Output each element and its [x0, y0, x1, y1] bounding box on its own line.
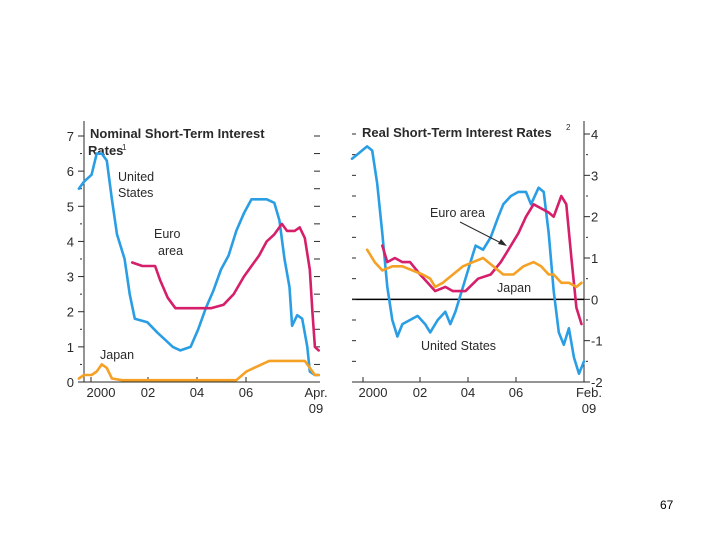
nominal-rates-panel: Nominal Short-Term Interest Rates 1 0 1 2 3… [67, 121, 328, 416]
nominal-label-united-states-1: United [118, 170, 154, 184]
nominal-x-tick-label: Apr. [304, 385, 327, 400]
nominal-y-tick-label: 4 [67, 234, 74, 249]
real-x-tick-label: 04 [461, 385, 475, 400]
nominal-series-lines [77, 152, 321, 382]
real-line-japan [365, 248, 583, 289]
real-title: Real Short-Term Interest Rates [362, 125, 552, 140]
real-label-japan: Japan [497, 281, 531, 295]
nominal-footnote-mark: 1 [122, 143, 127, 152]
nominal-y-tick-label: 2 [67, 305, 74, 320]
nominal-label-united-states-2: States [118, 186, 153, 200]
real-label-euro-area: Euro area [430, 206, 485, 220]
nominal-y-tick-label: 0 [67, 375, 74, 390]
nominal-y-tick-label: 5 [67, 199, 74, 214]
nominal-title-line1: Nominal Short-Term Interest [90, 126, 265, 141]
nominal-title-line2: Rates [88, 143, 123, 158]
real-y-ticks: 4 3 2 1 0 -1 -2 [584, 127, 603, 390]
nominal-y-tick-label: 6 [67, 164, 74, 179]
nominal-line-euro-area [130, 222, 321, 352]
nominal-x-tick-label: 2000 [87, 385, 116, 400]
real-x-tick-label: 09 [582, 401, 596, 416]
nominal-line-united-states [77, 152, 321, 377]
real-x-tick-label: 06 [509, 385, 523, 400]
real-rates-panel: Real Short-Term Interest Rates 2 4 3 2 1 0 -1… [350, 121, 603, 416]
nominal-y-tick-label: 1 [67, 340, 74, 355]
real-x-tick-label: 02 [413, 385, 427, 400]
real-left-ticks [352, 133, 356, 383]
nominal-x-tick-label: 02 [141, 385, 155, 400]
nominal-x-tick-label: 04 [190, 385, 204, 400]
real-y-tick-label: 1 [591, 251, 598, 266]
nominal-right-ticks [314, 135, 320, 383]
nominal-label-euro-area-2: area [158, 244, 183, 258]
real-footnote-mark: 2 [566, 123, 571, 132]
nominal-y-tick-label: 3 [67, 270, 74, 285]
page-number: 67 [660, 498, 674, 512]
nominal-x-ticks: 2000 02 04 06 Apr.09 [87, 377, 328, 416]
real-x-ticks: 2000 02 04 06 Feb.09 [359, 377, 602, 416]
real-y-tick-label: 0 [591, 292, 598, 307]
real-y-tick-label: 3 [591, 168, 598, 183]
real-series-lines [350, 145, 586, 376]
real-line-united-states [350, 145, 586, 376]
real-x-tick-label: 2000 [359, 385, 388, 400]
real-y-tick-label: 2 [591, 210, 598, 225]
real-label-united-states: United States [421, 339, 496, 353]
nominal-label-euro-area-1: Euro [154, 227, 180, 241]
real-y-tick-label: -2 [591, 375, 603, 390]
real-euro-area-arrowhead [498, 239, 507, 246]
real-euro-area-pointer [459, 221, 504, 245]
real-y-tick-label: -1 [591, 334, 603, 349]
nominal-x-tick-label: 09 [309, 401, 323, 416]
real-x-tick-label: Feb. [576, 385, 602, 400]
nominal-y-ticks: 0 1 2 3 4 5 6 7 [67, 129, 84, 390]
real-y-tick-label: 4 [591, 127, 598, 142]
nominal-x-tick-label: 06 [239, 385, 253, 400]
nominal-y-tick-label: 7 [67, 129, 74, 144]
nominal-label-japan: Japan [100, 348, 134, 362]
nominal-line-japan [77, 359, 321, 382]
